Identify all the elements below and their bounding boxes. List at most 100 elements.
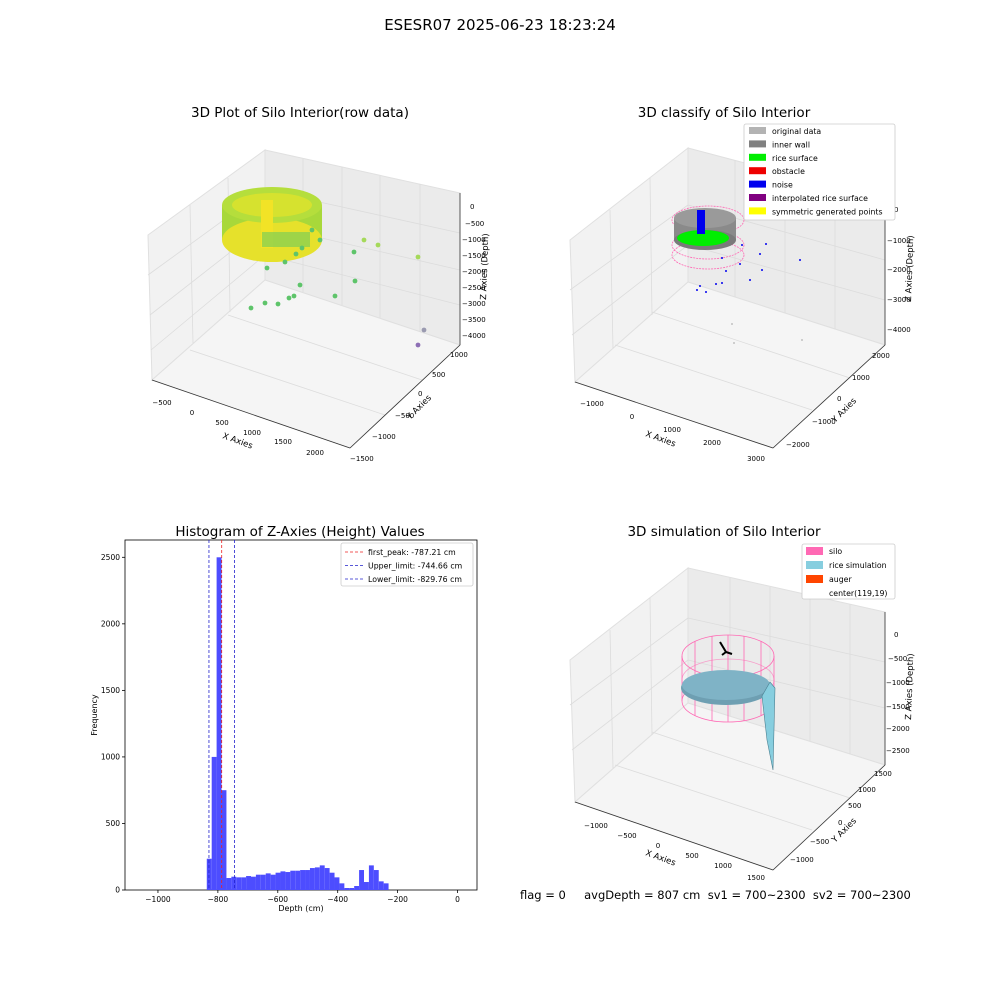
histogram-bar [305, 870, 310, 890]
simulation-legend: silo rice simulation auger center(119,19) [801, 543, 896, 600]
legend-label: silo [829, 547, 842, 556]
simulation-z-ticks: 0 −500 −1000 −1500 −2000 −2500 [886, 631, 910, 755]
histogram-bar [359, 870, 365, 890]
legend-label: obstacle [772, 167, 805, 176]
legend-label: noise [772, 181, 793, 190]
histogram-bar [246, 876, 252, 890]
legend-label: Upper_limit: -744.66 cm [368, 562, 462, 571]
simulation-z-tick: −2500 [886, 747, 910, 755]
simulation-z-label: Z Axies (Depth) [904, 653, 916, 720]
raw-x-tick: 0 [190, 409, 194, 417]
classify-z-tick: −1000 [887, 237, 911, 245]
histogram-bar [236, 877, 242, 890]
histogram-bar [324, 868, 330, 890]
simulation-z-tick: −2000 [886, 725, 910, 733]
histogram-bar [349, 888, 355, 890]
histogram-bar [295, 870, 301, 890]
simulation-x-ticks: −1000 −500 0 500 1000 1500 [584, 822, 765, 882]
histogram-plot-area [124, 539, 478, 891]
histogram-bar [251, 876, 256, 890]
raw-z-tick: −1000 [462, 236, 486, 244]
histogram-bars [206, 557, 389, 890]
raw-z-ticks: 0 −500 −1000 −1500 −2000 −2500 −3000 −35… [462, 203, 486, 340]
classify-x-tick: 0 [630, 413, 634, 421]
classify-x-tick: 1000 [663, 426, 681, 434]
raw-y-axis [349, 344, 461, 449]
histogram-x-ticklabel: −800 [208, 895, 229, 904]
raw-x-ticks: −500 0 500 1000 1500 2000 [152, 399, 324, 457]
simulation-y-tick: 0 [838, 819, 842, 827]
raw-y-ticks: −1500 −1000 −500 0 500 1000 [350, 351, 468, 463]
panel-classify-3d: 3D classify of Silo Interior [569, 105, 916, 463]
raw-y-tick: −1500 [350, 455, 374, 463]
simulation-x-tick: 0 [656, 842, 660, 850]
panel-histogram: Histogram of Z-Axies (Height) Values −10… [90, 524, 478, 913]
histogram-bar [216, 557, 222, 890]
simulation-z-tick: 0 [894, 631, 898, 639]
histogram-x-label: Depth (cm) [278, 904, 323, 913]
classify-y-ticks: −2000 −1000 0 1000 2000 [786, 352, 890, 449]
legend-swatch [749, 194, 766, 201]
histogram-x-ticklabel: −400 [327, 895, 348, 904]
raw-z-tick: −4000 [462, 332, 486, 340]
histogram-bar [260, 874, 266, 890]
legend-swatch [806, 561, 823, 569]
raw-z-tick: −3000 [462, 300, 486, 308]
panel-raw-title: 3D Plot of Silo Interior(row data) [191, 105, 409, 121]
legend-swatch [749, 167, 766, 175]
auger-arrow [719, 641, 733, 656]
histogram-bar [314, 867, 320, 890]
raw-z-tick: −2500 [462, 284, 486, 292]
histogram-x-ticklabel: −200 [387, 895, 408, 904]
simulation-z-tick: −1000 [886, 679, 910, 687]
classify-x-tick: 2000 [703, 439, 721, 447]
histogram-bar [231, 876, 237, 890]
classify-z-tick: −2000 [887, 266, 911, 274]
simulation-z-tick: −500 [888, 655, 907, 663]
simulation-x-tick: 500 [685, 852, 698, 860]
legend-label: center(119,19) [829, 589, 887, 598]
raw-z-tick: 0 [470, 203, 474, 211]
panel-classify-title: 3D classify of Silo Interior [638, 105, 811, 121]
raw-x-tick: −500 [152, 399, 171, 407]
histogram-bar [270, 874, 276, 890]
classify-y-tick: 1000 [852, 374, 870, 382]
classify-y-tick: −1000 [812, 418, 836, 426]
histogram-bar [309, 868, 315, 890]
simulation-y-label: Y Axies [829, 816, 859, 846]
raw-z-tick: −2000 [462, 268, 486, 276]
legend-swatch [806, 547, 823, 555]
classify-x-ticks: −1000 0 1000 2000 3000 [580, 400, 765, 463]
raw-x-tick: 1000 [243, 429, 261, 437]
legend-label: rice surface [772, 154, 818, 163]
histogram-x-ticklabel: −1000 [145, 895, 171, 904]
histogram-y-ticklabel: 1500 [101, 686, 120, 695]
simulation-y-tick: 1000 [858, 786, 876, 794]
histogram-bar [211, 756, 217, 890]
raw-z-tick: −3500 [462, 316, 486, 324]
raw-y-tick: 1000 [450, 351, 468, 359]
simulation-z-tick: −1500 [886, 703, 910, 711]
raw-z-tick: −500 [465, 220, 484, 228]
raw-point-cloud [222, 187, 427, 348]
histogram-x-ticklabel: 0 [455, 895, 460, 904]
histogram-bar [334, 877, 340, 890]
classify-legend: original data inner wall rice surface obsta… [743, 123, 896, 221]
simulation-surface [681, 634, 776, 771]
histogram-bar [378, 881, 384, 890]
histogram-bar [354, 886, 360, 890]
raw-x-tick: 1500 [274, 438, 292, 446]
raw-y-tick: −1000 [372, 433, 396, 441]
simulation-x-axis [574, 801, 774, 871]
classify-y-tick: −2000 [786, 441, 810, 449]
histogram-y-ticklabel: 2500 [101, 553, 120, 562]
classify-y-axis [772, 344, 886, 449]
simulation-y-ticks: −1000 −500 0 500 1000 1500 [790, 770, 892, 864]
classify-z-ticks: 0 −1000 −2000 −3000 −4000 [887, 206, 911, 334]
legend-label: auger [829, 575, 852, 584]
simulation-y-tick: 1500 [874, 770, 892, 778]
histogram-bar [290, 870, 296, 890]
raw-x-tick: 500 [215, 419, 228, 427]
histogram-vlines [208, 540, 235, 890]
